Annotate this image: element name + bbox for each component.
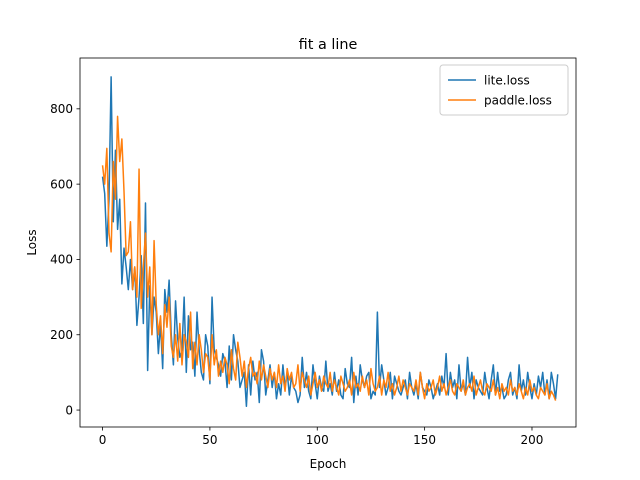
x-tick-label: 50 bbox=[202, 433, 217, 447]
y-axis-label: Loss bbox=[25, 229, 39, 255]
legend: lite.loss paddle.loss bbox=[439, 64, 569, 116]
x-tick-label: 0 bbox=[99, 433, 107, 447]
y-tick-label: 200 bbox=[50, 328, 73, 342]
y-tick-label: 600 bbox=[50, 177, 73, 191]
legend-label-lite-loss: lite.loss bbox=[484, 73, 530, 87]
chart-title: fit a line bbox=[299, 37, 358, 53]
x-tick-label: 150 bbox=[413, 433, 436, 447]
x-tick-label: 200 bbox=[521, 433, 544, 447]
y-tick-label: 0 bbox=[65, 403, 73, 417]
x-tick-label: 100 bbox=[306, 433, 329, 447]
plot-area bbox=[101, 76, 559, 408]
legend-box bbox=[439, 64, 569, 116]
x-axis-label: Epoch bbox=[310, 457, 347, 471]
series-line-paddle-loss bbox=[101, 115, 557, 401]
y-tick-label: 400 bbox=[50, 253, 73, 267]
y-tick-label: 800 bbox=[50, 102, 73, 116]
axis-ticks: 0 50 100 150 200 0 200 400 600 800 bbox=[50, 102, 543, 447]
legend-label-paddle-loss: paddle.loss bbox=[484, 93, 552, 107]
axes-frame bbox=[79, 57, 577, 428]
